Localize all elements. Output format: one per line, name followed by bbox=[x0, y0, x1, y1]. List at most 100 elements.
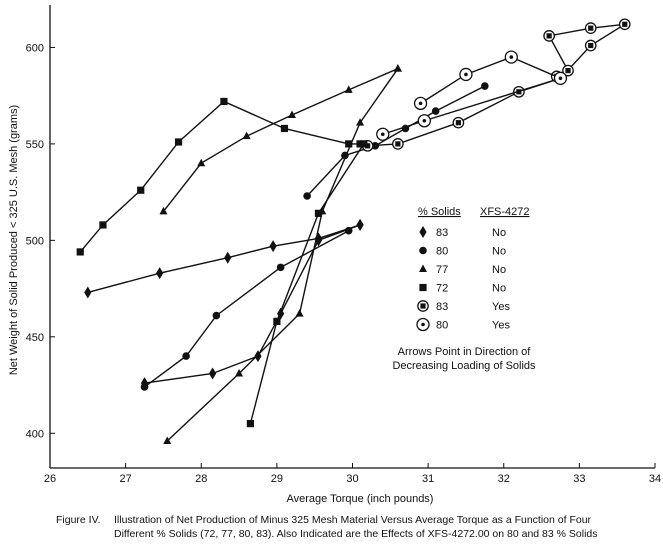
legend-header-solids: % Solids bbox=[418, 206, 461, 218]
legend-item-0: 83 No bbox=[419, 226, 506, 239]
legend-item-2: 77 No bbox=[419, 264, 506, 276]
series-9-point-3 bbox=[246, 420, 255, 428]
series-7-point-3 bbox=[182, 352, 190, 360]
series-4-point-6 bbox=[618, 18, 631, 31]
series-8-point-3 bbox=[295, 309, 304, 317]
legend-solids-3: 72 bbox=[436, 283, 448, 295]
series-8-point-1 bbox=[356, 118, 365, 126]
series-8-point-4 bbox=[235, 368, 244, 377]
figure-caption: Figure IV. Illustration of Net Production… bbox=[56, 513, 656, 541]
series-6-point-4 bbox=[208, 367, 217, 380]
series-4-point-7 bbox=[584, 22, 597, 35]
legend-solids-0: 83 bbox=[436, 227, 448, 239]
legend-marker-3 bbox=[419, 283, 427, 292]
legend-marker-1 bbox=[419, 246, 427, 255]
series-9 bbox=[246, 140, 368, 428]
series-8-point-0 bbox=[393, 64, 402, 72]
y-tick-label-400: 400 bbox=[26, 428, 44, 440]
legend-marker-0 bbox=[419, 226, 427, 238]
series-5-point-1-core bbox=[464, 72, 468, 77]
series-6-line bbox=[144, 224, 361, 384]
series-9-line bbox=[249, 143, 365, 424]
series-1-point-0 bbox=[303, 192, 311, 200]
series-4-point-1-core bbox=[395, 141, 401, 147]
y-tick-label-550: 550 bbox=[26, 139, 44, 151]
series-3-point-6 bbox=[345, 140, 353, 148]
series-1-point-4 bbox=[431, 107, 440, 115]
series-2-point-3 bbox=[288, 110, 296, 118]
x-tick-label-31: 31 bbox=[422, 473, 434, 485]
series-8-line bbox=[166, 68, 399, 442]
series-1-point-5 bbox=[481, 82, 489, 90]
series-7-point-2 bbox=[212, 311, 221, 320]
series-5-point-0 bbox=[413, 96, 428, 111]
series-3-point-2 bbox=[137, 186, 145, 194]
series-6-point-0 bbox=[356, 218, 364, 231]
chart-axes: 26 27 28 29 30 31 32 33 34 400 450 500 550 600 bbox=[26, 5, 661, 485]
legend-item-4: 83 Yes bbox=[417, 300, 510, 313]
series-2-point-1 bbox=[197, 158, 206, 167]
series-2-point-4 bbox=[344, 85, 353, 93]
series-3-point-1 bbox=[99, 221, 107, 229]
series-5-point-1 bbox=[459, 67, 473, 82]
series-0-point-1 bbox=[156, 267, 164, 280]
legend-item-3: 72 No bbox=[419, 283, 506, 295]
x-tick-label-30: 30 bbox=[346, 473, 358, 485]
series-layer bbox=[76, 18, 631, 444]
legend-additive-2: No bbox=[492, 264, 506, 276]
series-0-point-0 bbox=[84, 286, 92, 299]
series-5-point-4 bbox=[417, 114, 431, 128]
series-2 bbox=[159, 64, 402, 215]
x-tick-label-32: 32 bbox=[498, 473, 510, 485]
y-axis-title: Net Weight of Solid Produced < 325 U.S. … bbox=[8, 105, 20, 375]
legend-additive-0: No bbox=[492, 227, 506, 239]
series-4-point-2-core bbox=[455, 120, 461, 126]
series-5 bbox=[376, 50, 568, 141]
series-4 bbox=[361, 18, 631, 152]
caption-line-1: Illustration of Net Production of Minus … bbox=[114, 514, 592, 526]
series-9-point-2 bbox=[273, 317, 281, 325]
legend-additive-1: No bbox=[492, 246, 506, 258]
x-tick-label-29: 29 bbox=[271, 473, 283, 485]
series-4-point-0-core bbox=[365, 143, 371, 149]
x-axis-title: Average Torque (inch pounds) bbox=[287, 493, 434, 505]
series-5-point-0-core bbox=[418, 101, 423, 106]
series-2-point-2 bbox=[242, 131, 251, 140]
series-5-point-5-core bbox=[380, 132, 385, 137]
series-5-point-2-core bbox=[509, 55, 514, 59]
series-5-point-3-core bbox=[558, 76, 563, 81]
series-9-point-1 bbox=[314, 209, 323, 217]
series-4-point-8-core bbox=[546, 33, 552, 39]
series-4-point-5-core bbox=[588, 42, 594, 49]
legend-additive-5: Yes bbox=[492, 320, 510, 332]
legend-marker-4 bbox=[417, 300, 429, 312]
series-7-point-1 bbox=[276, 263, 285, 272]
legend-solids-4: 83 bbox=[436, 301, 448, 313]
series-5-point-3 bbox=[553, 71, 568, 85]
series-0-point-2 bbox=[224, 251, 232, 264]
legend-solids-5: 80 bbox=[436, 320, 448, 332]
series-0-point-3 bbox=[269, 240, 277, 253]
legend-marker-5-core bbox=[421, 322, 425, 327]
series-0-line bbox=[87, 224, 361, 294]
annotation: Arrows Point in Direction of Decreasing … bbox=[392, 346, 536, 372]
series-4-point-9-core bbox=[565, 67, 571, 74]
series-9-point-0 bbox=[360, 140, 368, 148]
series-4-point-6-core bbox=[622, 21, 628, 27]
series-0 bbox=[84, 218, 364, 299]
legend-additive-4: Yes bbox=[492, 301, 510, 313]
x-tick-label-26: 26 bbox=[44, 473, 56, 485]
y-axis-title-group: Net Weight of Solid Produced < 325 U.S. … bbox=[8, 105, 20, 375]
series-7-point-4 bbox=[140, 383, 149, 391]
series-3-point-7 bbox=[356, 140, 364, 148]
series-1-line bbox=[306, 85, 486, 197]
y-tick-label-450: 450 bbox=[26, 332, 44, 344]
series-7 bbox=[140, 226, 353, 391]
caption-label: Figure IV. bbox=[56, 514, 101, 526]
legend-marker-4-core bbox=[420, 303, 426, 309]
series-5-point-5 bbox=[376, 127, 390, 141]
series-3-point-5 bbox=[280, 124, 289, 133]
series-8-point-5 bbox=[163, 436, 172, 444]
